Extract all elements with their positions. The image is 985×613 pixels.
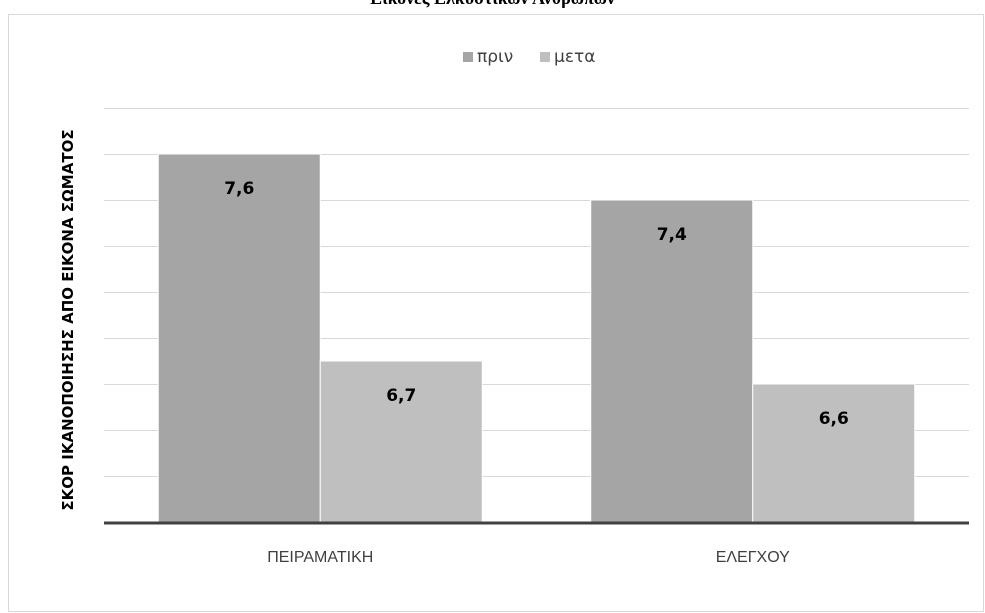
data-label-after-1: 6,6 <box>819 409 849 429</box>
bars <box>157 153 916 523</box>
y-axis-title: ΣΚΟΡ ΙΚΑΝΟΠΟΙΗΣΗΣ ΑΠΟ ΕΙΚΟΝΑ ΣΩΜΑΤΟΣ <box>59 129 77 510</box>
chart-title: Εικόνες Ελκυστικών Ανθρώπων <box>0 0 985 9</box>
x-axis-tick-labels: ΠΕΙΡΑΜΑΤΙΚΗ ΕΛΕΓΧΟΥ <box>267 549 790 566</box>
legend-label-meta: μετα <box>554 47 595 67</box>
data-label-before-1: 7,4 <box>657 225 687 245</box>
x-tick-label-0: ΠΕΙΡΑΜΑΤΙΚΗ <box>267 549 373 566</box>
bar-before-0 <box>157 153 321 523</box>
legend-swatch-meta <box>540 52 550 62</box>
bar-before-1 <box>590 199 754 523</box>
x-tick-label-1: ΕΛΕΓΧΟΥ <box>716 549 790 566</box>
data-label-after-0: 6,7 <box>386 386 416 406</box>
legend-swatch-priv <box>463 52 473 62</box>
data-labels: 7,6 6,7 7,4 6,6 <box>224 179 849 429</box>
bar-after-1 <box>752 383 916 523</box>
legend: πριν μετα <box>463 47 595 67</box>
legend-label-priv: πριν <box>477 47 513 67</box>
data-label-before-0: 7,6 <box>224 179 254 199</box>
